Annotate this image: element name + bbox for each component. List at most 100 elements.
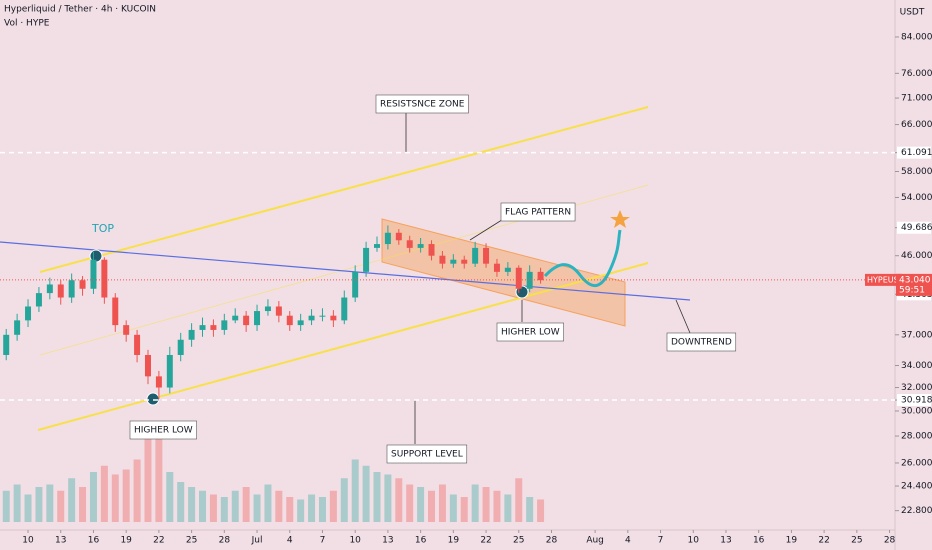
volume-bar xyxy=(242,487,250,522)
x-tick-label: 28 xyxy=(546,536,558,546)
candle-body xyxy=(384,232,391,245)
y-tick-label: 61.091 xyxy=(901,148,932,158)
x-tick-label: 10 xyxy=(22,536,34,546)
candle-body xyxy=(221,320,228,330)
candle-body xyxy=(14,320,21,335)
candle-body xyxy=(155,376,162,388)
annotation: DOWNTREND xyxy=(671,338,732,348)
y-tick-label: 66.000 xyxy=(901,120,932,130)
target-star xyxy=(610,210,630,228)
candle-body xyxy=(166,354,173,388)
price-tag xyxy=(865,273,902,286)
subtitle: Vol · HYPE xyxy=(4,19,50,29)
x-tick-label: 22 xyxy=(153,536,164,546)
volume-bar xyxy=(471,484,479,522)
downtrend-line xyxy=(0,241,691,301)
y-tick-label: 58.000 xyxy=(901,167,932,177)
flag-channel xyxy=(381,218,626,327)
x-tick-label: 10 xyxy=(688,536,700,546)
y-tick-label: 37.000 xyxy=(901,330,932,340)
volume-bar xyxy=(515,478,523,522)
y-tick-label: 76.000 xyxy=(901,69,932,79)
candle-body xyxy=(79,280,86,289)
pointer xyxy=(469,217,506,241)
volume-bar xyxy=(449,494,457,522)
volume-bar xyxy=(46,484,54,522)
annotation-box xyxy=(129,420,197,440)
volume-bar xyxy=(79,487,87,522)
volume-bar xyxy=(373,472,381,522)
x-tick-label: 16 xyxy=(753,536,765,546)
candle-body xyxy=(112,297,119,326)
candle-body xyxy=(134,334,141,355)
y-tick-label: 71.000 xyxy=(901,94,932,104)
x-tick-label: 22 xyxy=(818,536,829,546)
y-tick-label: 34.000 xyxy=(901,361,932,371)
volume-bar xyxy=(89,472,97,522)
candle-body xyxy=(264,306,271,312)
volume-bar xyxy=(111,474,119,522)
volume-bar xyxy=(2,490,10,522)
volume-bar xyxy=(362,465,370,522)
candle-body xyxy=(417,244,424,248)
volume-bar xyxy=(406,484,414,522)
x-tick-label: 13 xyxy=(720,536,731,546)
volume-bar xyxy=(526,497,534,522)
volume-bar xyxy=(220,497,228,522)
candle-body xyxy=(515,267,522,289)
volume-bar xyxy=(122,469,130,522)
candle-body xyxy=(428,244,435,256)
tick-highlight xyxy=(897,394,931,407)
candle-body xyxy=(537,271,544,281)
volume-bar xyxy=(417,487,425,522)
x-tick-label: Aug xyxy=(586,536,604,546)
annotation: HIGHER LOW xyxy=(134,426,193,436)
y-tick-label: 84.000 xyxy=(901,32,932,42)
candle-body xyxy=(493,263,500,272)
volume-bar xyxy=(297,499,305,522)
x-tick-label: 16 xyxy=(415,536,427,546)
candle-body xyxy=(461,259,468,264)
annotation-box xyxy=(500,202,576,222)
volume-bar xyxy=(100,465,108,522)
x-tick-label: 16 xyxy=(88,536,100,546)
x-tick-label: 28 xyxy=(219,536,231,546)
candle-body xyxy=(472,247,479,264)
x-tick-label: Jul xyxy=(251,536,263,546)
candle-body xyxy=(341,297,348,321)
x-tick-label: 25 xyxy=(851,536,862,546)
volume-bar xyxy=(395,478,403,522)
volume-bar xyxy=(199,490,207,522)
y-tick-label: 32.000 xyxy=(901,383,932,393)
candle-body xyxy=(57,284,64,298)
annotation: HIGHER LOW xyxy=(501,328,560,338)
chart-title: Hyperliquid / Tether · 4h · KUCOIN xyxy=(4,5,156,15)
candle-body xyxy=(319,315,326,317)
volume-bar xyxy=(133,459,141,522)
volume-bar xyxy=(231,490,239,522)
candle-body xyxy=(46,284,53,294)
unit-label: USDT xyxy=(900,8,925,18)
y-tick-label: 30.000 xyxy=(901,406,932,416)
marker xyxy=(146,392,160,406)
annotation-box xyxy=(496,322,564,342)
candle-body xyxy=(243,315,250,326)
x-tick-label: 10 xyxy=(349,536,361,546)
volume-bar xyxy=(384,474,392,522)
candle-body xyxy=(3,334,10,355)
candle-body xyxy=(144,354,151,377)
last-price: 43.040 xyxy=(899,275,931,285)
volume-bar xyxy=(351,459,359,522)
volume-bar xyxy=(286,497,294,522)
volume-bar xyxy=(209,494,217,522)
candle-body xyxy=(90,259,97,289)
volume-bar xyxy=(264,484,272,522)
candle-body xyxy=(188,329,195,340)
volume-bar xyxy=(253,494,261,522)
candle-body xyxy=(35,293,42,307)
candle-body xyxy=(450,259,457,264)
candle-body xyxy=(352,271,359,298)
x-tick-label: 4 xyxy=(625,536,631,546)
annotation: FLAG PATTERN xyxy=(505,208,571,218)
